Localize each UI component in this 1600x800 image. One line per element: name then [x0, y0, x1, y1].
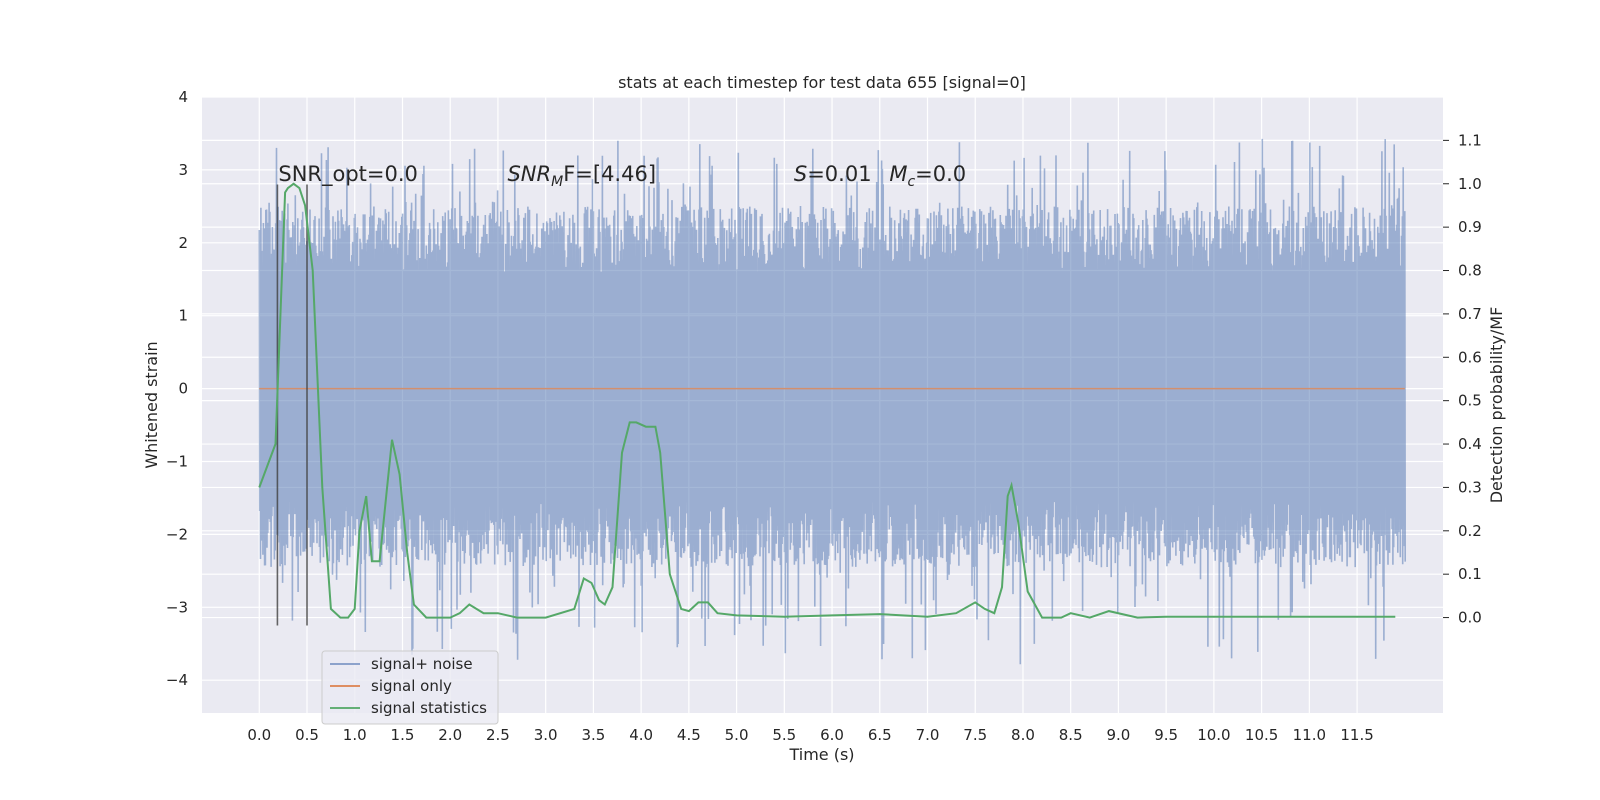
x-tick-label: 2.0: [438, 726, 462, 744]
x-tick-label: 4.5: [677, 726, 701, 744]
y2-tick-label: 0.1: [1458, 565, 1482, 583]
chart-title: stats at each timestep for test data 655…: [618, 73, 1026, 92]
y2-tick-label: 0.2: [1458, 522, 1482, 540]
x-tick-label: 0.0: [247, 726, 271, 744]
x-tick-label: 9.5: [1154, 726, 1178, 744]
y2-tick-label: 1.1: [1458, 131, 1482, 149]
x-tick-label: 7.5: [963, 726, 987, 744]
x-tick-label: 3.0: [534, 726, 558, 744]
x-tick-label: 9.0: [1107, 726, 1131, 744]
x-tick-labels: 0.0 0.5 1.0 1.5 2.0 2.5 3.0 3.5 4.0 4.5 5.0 5.5 6.0 6…: [247, 726, 1373, 744]
y-tick-label: 3: [178, 161, 188, 179]
series-signal-statistics: [258, 182, 1396, 619]
y-tick-label: −2: [166, 525, 188, 543]
y-axis-title: Whitened strain: [142, 341, 161, 468]
y-tick-label: 2: [178, 234, 188, 252]
x-tick-label: 8.0: [1011, 726, 1035, 744]
y2-tick-label: 0.3: [1458, 478, 1482, 496]
y2-axis-title: Detection probability/MF: [1487, 307, 1506, 504]
x-tick-label: 5.0: [725, 726, 749, 744]
signal-plus-noise-line: [258, 138, 1406, 665]
y-tick-labels: 4 3 2 1 0 −1 −2 −3 −4: [166, 88, 188, 689]
y-tick-label: −4: [166, 671, 188, 689]
x-tick-label: 8.5: [1059, 726, 1083, 744]
y-tick-label: −1: [166, 452, 188, 470]
annotation-text: Mc=0.0: [889, 162, 966, 190]
y2-tick-label: 0.4: [1458, 435, 1482, 453]
x-tick-label: 4.0: [629, 726, 653, 744]
y2-tick-label: 1.0: [1458, 175, 1482, 193]
annotation-text: SNR_opt=0.0: [278, 162, 418, 187]
annotation-text: S=0.01: [794, 162, 872, 186]
legend-label-signal-noise: signal+ noise: [371, 655, 473, 673]
signal-statistics-line: [258, 182, 1396, 619]
x-tick-label: 7.0: [916, 726, 940, 744]
y2-tick-label: 0.9: [1458, 218, 1482, 236]
x-tick-label: 0.5: [295, 726, 319, 744]
legend-label-signal-statistics: signal statistics: [371, 699, 487, 717]
y-tick-label: −3: [166, 598, 188, 616]
y2-tick-labels: 1.1 1.0 0.9 0.8 0.7 0.6 0.5 0.4 0.3 0.2 0.1 0.0: [1443, 131, 1482, 627]
legend-label-signal-only: signal only: [371, 677, 452, 695]
annotation-text: SNRMF=[4.46]: [507, 162, 656, 190]
legend-box: [321, 650, 499, 725]
legend: signal+ noise signal only signal statist…: [321, 650, 499, 725]
x-tick-label: 1.5: [391, 726, 415, 744]
x-tick-label: 10.5: [1245, 726, 1278, 744]
y2-tick-label: 0.5: [1458, 392, 1482, 410]
x-tick-label: 3.5: [581, 726, 605, 744]
x-tick-label: 1.0: [343, 726, 367, 744]
y2-tick-label: 0.0: [1458, 609, 1482, 627]
x-tick-label: 11.0: [1293, 726, 1326, 744]
y2-tick-label: 0.8: [1458, 262, 1482, 280]
x-tick-label: 2.5: [486, 726, 510, 744]
x-tick-label: 10.0: [1197, 726, 1230, 744]
annotations: SNR_opt=0.0 SNRMF=[4.46] S=0.01 Mc=0.0: [278, 162, 966, 190]
y-tick-label: 1: [178, 307, 188, 325]
y-tick-label: 0: [178, 380, 188, 398]
x-tick-label: 11.5: [1340, 726, 1373, 744]
x-tick-label: 6.5: [868, 726, 892, 744]
y-tick-label: 4: [178, 88, 188, 106]
y2-tick-label: 0.7: [1458, 305, 1482, 323]
series-signal-plus-noise: [258, 138, 1406, 665]
x-axis-title: Time (s): [788, 745, 854, 764]
y2-tick-label: 0.6: [1458, 348, 1482, 366]
x-tick-label: 6.0: [820, 726, 844, 744]
x-tick-label: 5.5: [772, 726, 796, 744]
